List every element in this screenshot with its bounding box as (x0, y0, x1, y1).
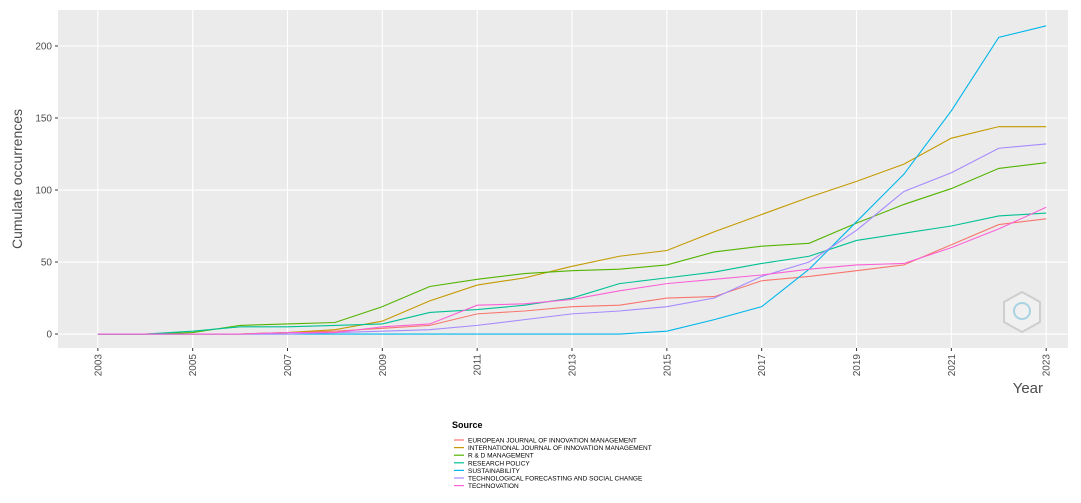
panel (58, 10, 1068, 348)
legend-label: TECHNOVATION (468, 483, 519, 490)
legend-title: Source (452, 420, 483, 430)
series-line (97, 212, 1047, 335)
legend-label: INTERNATIONAL JOURNAL OF INNOVATION MANA… (468, 445, 652, 452)
legend-label: TECHNOLOGICAL FORECASTING AND SOCIAL CHA… (468, 476, 643, 483)
x-tick-label: 2005 (188, 354, 199, 377)
y-tick-label: 100 (35, 186, 52, 197)
series-line (97, 162, 1047, 335)
y-tick-label: 0 (46, 330, 52, 341)
watermark (1003, 290, 1041, 334)
y-tick-label: 150 (35, 114, 52, 125)
x-tick-label: 2023 (1042, 354, 1053, 377)
x-tick-label: 2021 (947, 354, 958, 377)
series-line (97, 206, 1047, 335)
legend-label: SUSTAINABILITY (468, 468, 521, 475)
x-tick-label: 2017 (757, 354, 768, 377)
x-tick-label: 2011 (473, 354, 484, 376)
x-tick-label: 2019 (852, 354, 863, 377)
x-axis-title: Year (1013, 380, 1043, 397)
legend-label: RESEARCH POLICY (468, 460, 530, 467)
y-axis-title: Cumulate occurrences (9, 109, 25, 249)
x-tick-label: 2015 (662, 354, 673, 377)
x-tick-label: 2013 (568, 354, 579, 377)
y-tick-label: 200 (35, 42, 52, 53)
legend-label: R & D MANAGEMENT (468, 453, 534, 460)
x-tick-label: 2009 (378, 354, 389, 377)
x-tick-label: 2003 (93, 354, 104, 377)
x-tick-label: 2007 (283, 354, 294, 377)
legend-label: EUROPEAN JOURNAL OF INNOVATION MANAGEMEN… (468, 438, 637, 445)
y-tick-label: 50 (41, 258, 53, 269)
